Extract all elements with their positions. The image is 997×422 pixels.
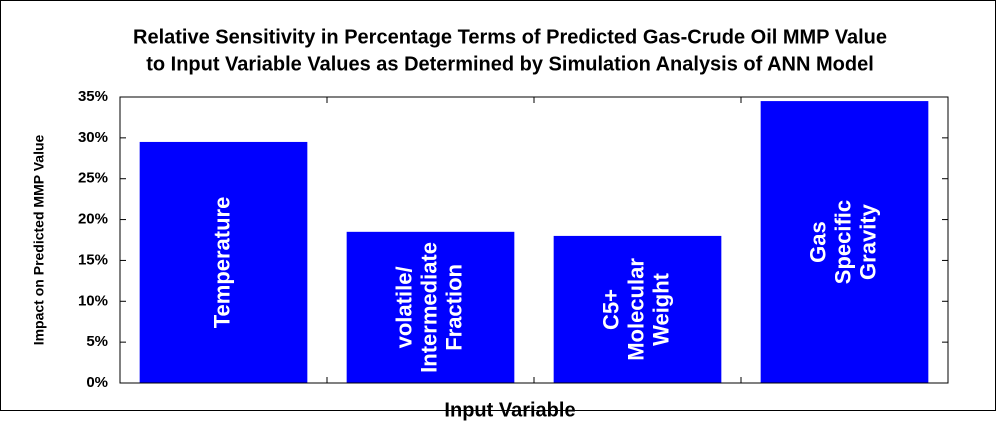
- bar-label-line: Weight: [648, 272, 673, 346]
- plot-frame: [119, 96, 949, 384]
- y-tick-label: 15%: [78, 251, 108, 268]
- bar-label-line: volatile/: [391, 266, 416, 348]
- bar-label-line: Gravity: [855, 203, 880, 280]
- bar-label-line: Gas: [805, 221, 830, 263]
- bar: [760, 101, 929, 383]
- bar: [553, 235, 722, 383]
- bar-label: GasSpecificGravity: [805, 200, 880, 284]
- bar-label-line: C5+: [598, 289, 623, 330]
- bar: [346, 231, 515, 383]
- bar-label: volatile/IntermediateFraction: [391, 242, 466, 373]
- chart-title: Relative Sensitivity in Percentage Terms…: [133, 26, 887, 48]
- bar-label: Temperature: [209, 197, 234, 329]
- y-tick-label: 0%: [86, 374, 108, 391]
- y-tick-label: 20%: [78, 211, 108, 228]
- bar: [139, 141, 308, 383]
- bar-label-line: Specific: [830, 200, 855, 284]
- y-tick-label: 25%: [78, 170, 108, 187]
- y-tick-label: 5%: [86, 333, 108, 350]
- y-axis-title: Impact on Predicted MMP Value: [31, 135, 47, 346]
- y-tick-label: 30%: [78, 129, 108, 146]
- bar-label-line: Intermediate: [416, 242, 441, 373]
- x-axis-title: Input Variable: [444, 399, 575, 421]
- bar-label-line: Fraction: [441, 264, 466, 351]
- y-tick-label: 10%: [78, 292, 108, 309]
- bar-label-line: Temperature: [209, 197, 234, 329]
- y-tick-label: 35%: [78, 88, 108, 105]
- frame: [0, 0, 996, 411]
- bar-label: C5+MolecularWeight: [598, 258, 673, 361]
- bar-label-line: Molecular: [623, 258, 648, 361]
- chart-title: to Input Variable Values as Determined b…: [146, 53, 874, 75]
